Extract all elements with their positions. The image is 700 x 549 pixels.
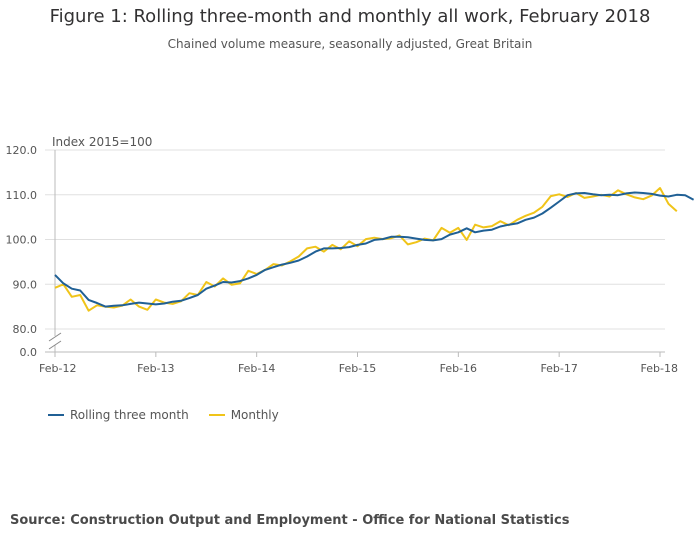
source-note: Source: Construction Output and Employme…	[10, 513, 570, 528]
chart-subtitle: Chained volume measure, seasonally adjus…	[167, 37, 533, 51]
x-tick-label: Feb-12	[39, 362, 76, 375]
y-axis-label: Index 2015=100	[52, 135, 152, 149]
chart-title: Figure 1: Rolling three-month and monthl…	[49, 6, 651, 27]
legend-label-monthly: Monthly	[230, 408, 279, 422]
axis-break-mark	[48, 332, 62, 342]
series-line-rolling	[54, 191, 695, 308]
legend-label-rolling: Rolling three month	[70, 408, 189, 422]
y-tick-label: 80.0	[13, 323, 38, 336]
legend: Rolling three month Monthly	[48, 408, 299, 422]
legend-swatch-rolling	[48, 414, 64, 416]
y-tick-label: 0.0	[20, 346, 38, 359]
legend-item-rolling[interactable]: Rolling three month	[48, 408, 189, 422]
x-tick-label: Feb-13	[137, 362, 174, 375]
x-tick-label: Feb-15	[339, 362, 376, 375]
series-line-monthly	[54, 187, 678, 312]
axis-break-mark	[48, 340, 62, 350]
y-tick-label: 100.0	[6, 234, 38, 247]
series-layer	[54, 187, 695, 312]
legend-swatch-monthly	[208, 414, 225, 416]
y-tick-label: 120.0	[6, 144, 38, 157]
x-tick-label: Feb-14	[238, 362, 275, 375]
x-tick-label: Feb-18	[641, 362, 678, 375]
x-tick-label: Feb-16	[440, 362, 477, 375]
y-tick-label: 90.0	[13, 278, 38, 291]
x-tick-label: Feb-17	[540, 362, 577, 375]
y-tick-label: 110.0	[6, 189, 38, 202]
legend-item-monthly[interactable]: Monthly	[208, 408, 279, 422]
